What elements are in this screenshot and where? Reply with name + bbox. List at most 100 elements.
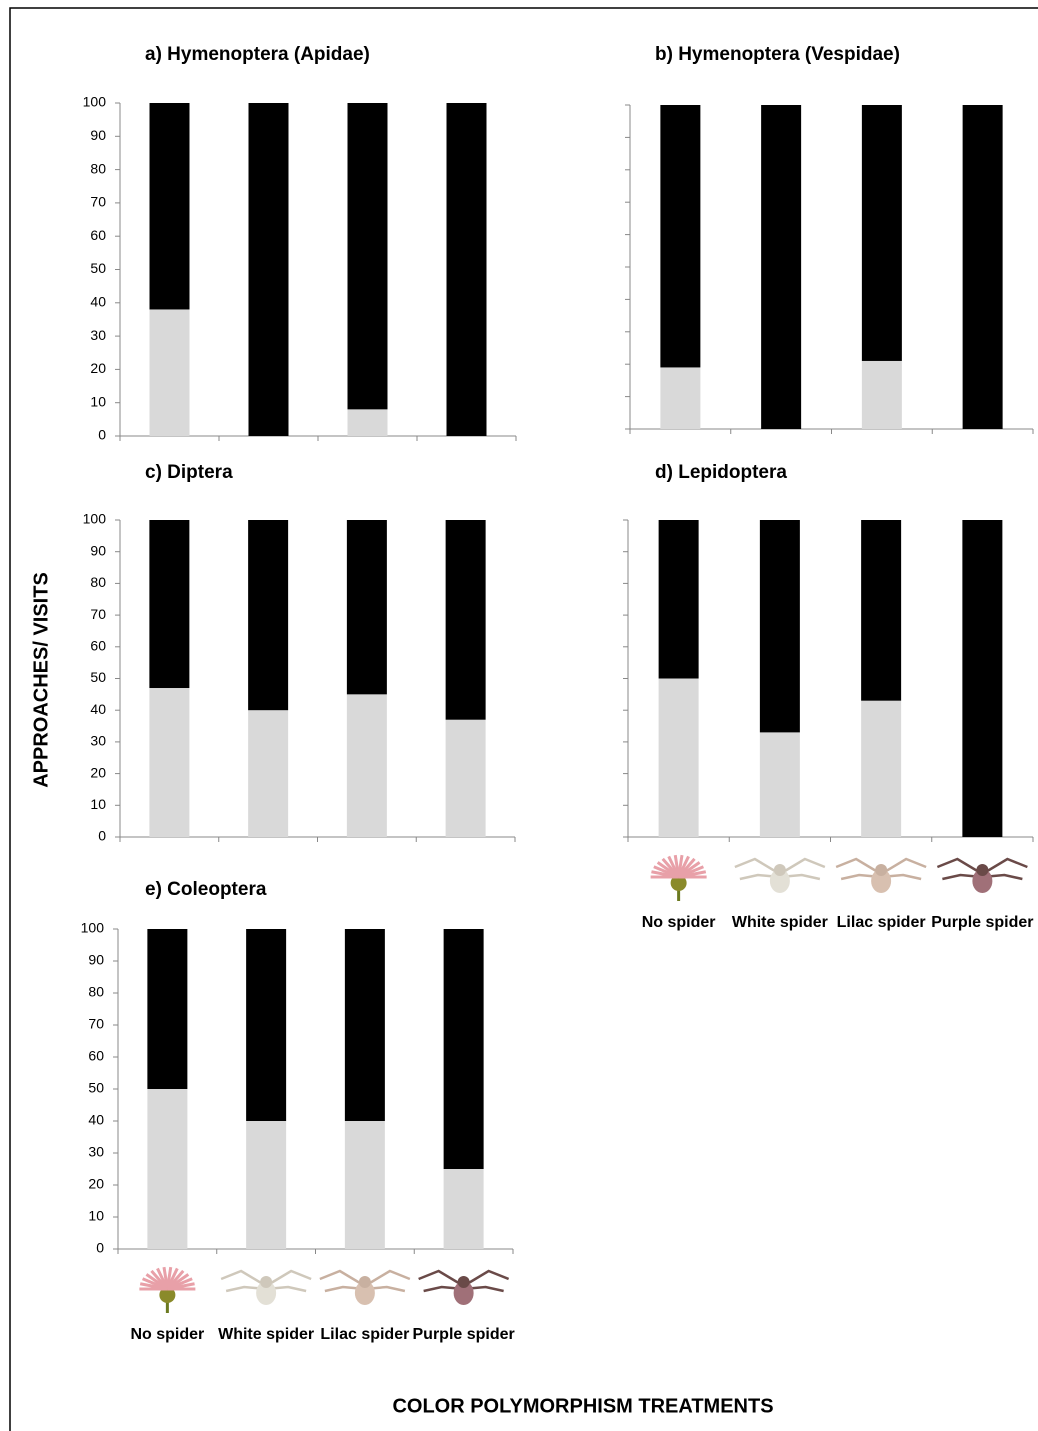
icon-leg [220,1269,267,1288]
x-tick-label: Lilac spider [837,914,926,931]
icon-head [976,864,989,876]
bar-segment [149,103,190,310]
y-tick-label: 30 [88,1144,104,1160]
y-tick-label: 30 [90,327,106,343]
y-tick-label: 100 [81,920,105,936]
bar-segment [246,929,287,1121]
icon-body [256,1281,277,1305]
bar-segment [443,1169,484,1249]
icon-head [773,864,786,876]
bar-segment [346,520,387,695]
y-tick-label: 10 [88,1208,104,1224]
y-tick-label: 60 [90,638,106,654]
bar-segment [149,520,190,689]
y-tick-label: 40 [90,701,106,717]
y-tick-label: 90 [90,127,106,143]
icon-leg [319,1269,366,1288]
bar-segment [346,694,387,837]
bar-segment [347,103,388,410]
y-tick-label: 50 [88,1080,104,1096]
y-tick-label: 90 [90,542,106,558]
y-tick-label: 10 [90,796,106,812]
bar-segment [445,719,486,837]
bar-segment [446,103,487,436]
y-tick-label: 0 [98,427,106,443]
y-tick-label: 80 [90,160,106,176]
bar-segment [861,360,902,429]
x-axis-label: COLOR POLYMORPHISM TREATMENTS [392,1395,773,1417]
x-tick-label: White spider [732,914,828,931]
icon-bud [159,1287,176,1303]
icon-body [972,869,993,893]
bar-segment [861,105,902,361]
bar-segment [149,688,190,837]
y-tick-label: 20 [90,360,106,376]
y-tick-label: 60 [88,1048,104,1064]
icon-body [769,869,790,893]
y-tick-label: 100 [83,94,107,110]
icon-bud [670,875,687,891]
bar-segment [248,710,289,837]
icon-leg [364,1269,411,1288]
bar-segment [149,309,190,436]
x-tick-label: Purple spider [931,914,1033,931]
y-tick-label: 70 [90,606,106,622]
y-tick-label: 40 [90,294,106,310]
y-tick-label: 20 [88,1176,104,1192]
bar-segment [344,1121,385,1249]
bar-segment [660,105,701,368]
bar-segment [147,929,188,1089]
icon-head [457,1276,470,1288]
y-tick-label: 80 [90,574,106,590]
bar-segment [962,105,1003,429]
bar-segment [443,929,484,1169]
icon-head [875,864,888,876]
panel-title: c) Diptera [145,462,233,483]
y-tick-label: 20 [90,764,106,780]
icon-body [453,1281,474,1305]
icon-leg [734,857,781,876]
icon-leg [981,857,1028,876]
x-tick-label: Purple spider [413,1326,515,1343]
icon-body [354,1281,375,1305]
y-tick-label: 80 [88,984,104,1000]
bar-segment [147,1089,188,1249]
bar-segment [761,105,802,429]
bar-segment [658,678,699,837]
bar-segment [861,700,902,837]
y-tick-label: 0 [98,828,106,844]
bar-segment [759,732,800,837]
bar-segment [861,520,902,701]
bar-segment [660,367,701,429]
bar-segment [962,520,1003,837]
y-tick-label: 40 [88,1112,104,1128]
panel-title: b) Hymenoptera (Vespidae) [655,44,900,65]
icon-leg [880,857,927,876]
bar-segment [759,520,800,733]
y-tick-label: 10 [90,393,106,409]
icon-leg [418,1269,465,1288]
icon-body [871,869,892,893]
x-tick-label: White spider [218,1326,314,1343]
icon-leg [462,1269,510,1288]
panel-title: e) Coleoptera [145,879,267,900]
panel-title: d) Lepidoptera [655,462,787,483]
bar-segment [248,103,289,436]
icon-leg [835,857,882,876]
y-tick-label: 30 [90,733,106,749]
icon-leg [936,857,984,876]
y-axis-label: APPROACHES/ VISITS [30,572,52,788]
y-tick-label: 0 [96,1240,104,1256]
icon-head [358,1276,371,1288]
y-tick-label: 90 [88,952,104,968]
bar-segment [248,520,289,711]
x-tick-label: No spider [130,1326,204,1343]
y-tick-label: 100 [83,511,107,527]
y-tick-label: 50 [90,260,106,276]
y-tick-label: 70 [90,194,106,210]
bar-segment [445,520,486,720]
bar-segment [344,929,385,1121]
y-tick-label: 60 [90,227,106,243]
icon-leg [779,857,826,876]
panel-title: a) Hymenoptera (Apidae) [145,44,370,65]
